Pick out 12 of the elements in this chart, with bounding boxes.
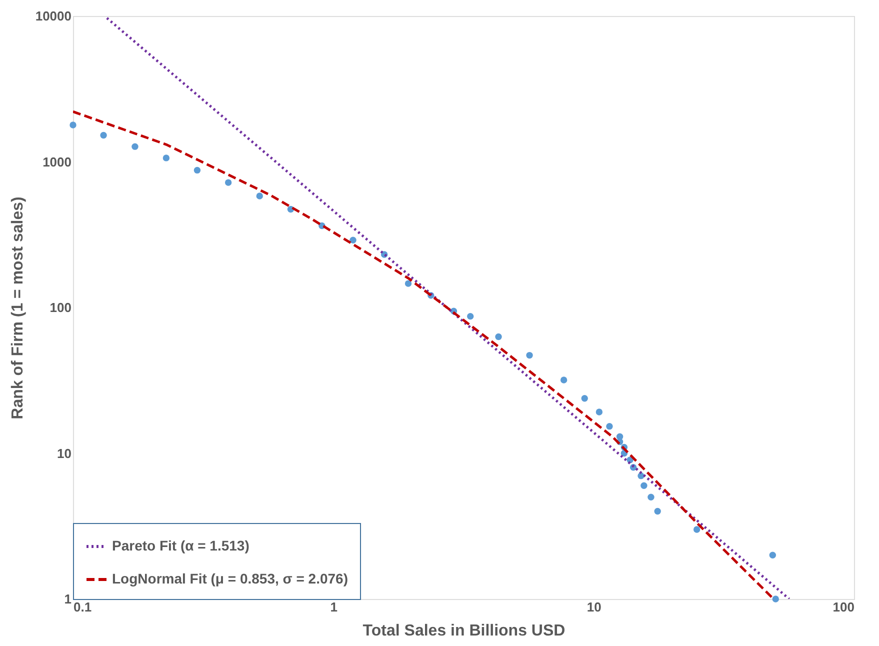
y-tick-label: 10 bbox=[57, 446, 72, 461]
x-tick-label: 10 bbox=[586, 600, 602, 614]
x-tick-label: 1 bbox=[330, 600, 338, 614]
legend-label: LogNormal Fit (μ = 0.853, σ = 2.076) bbox=[112, 570, 348, 586]
legend-label: Pareto Fit (α = 1.513) bbox=[112, 538, 250, 554]
x-tick-label: 100 bbox=[832, 600, 854, 614]
x-axis-title: Total Sales in Billions USD bbox=[362, 622, 566, 640]
y-tick-label: 100 bbox=[50, 300, 72, 315]
y-tick-label: 1000 bbox=[42, 154, 72, 170]
y-axis-title: Rank of Firm (1 = most sales) bbox=[9, 196, 26, 420]
y-tick-label: 10000 bbox=[35, 8, 72, 24]
x-tick-label: 0.1 bbox=[74, 600, 92, 614]
